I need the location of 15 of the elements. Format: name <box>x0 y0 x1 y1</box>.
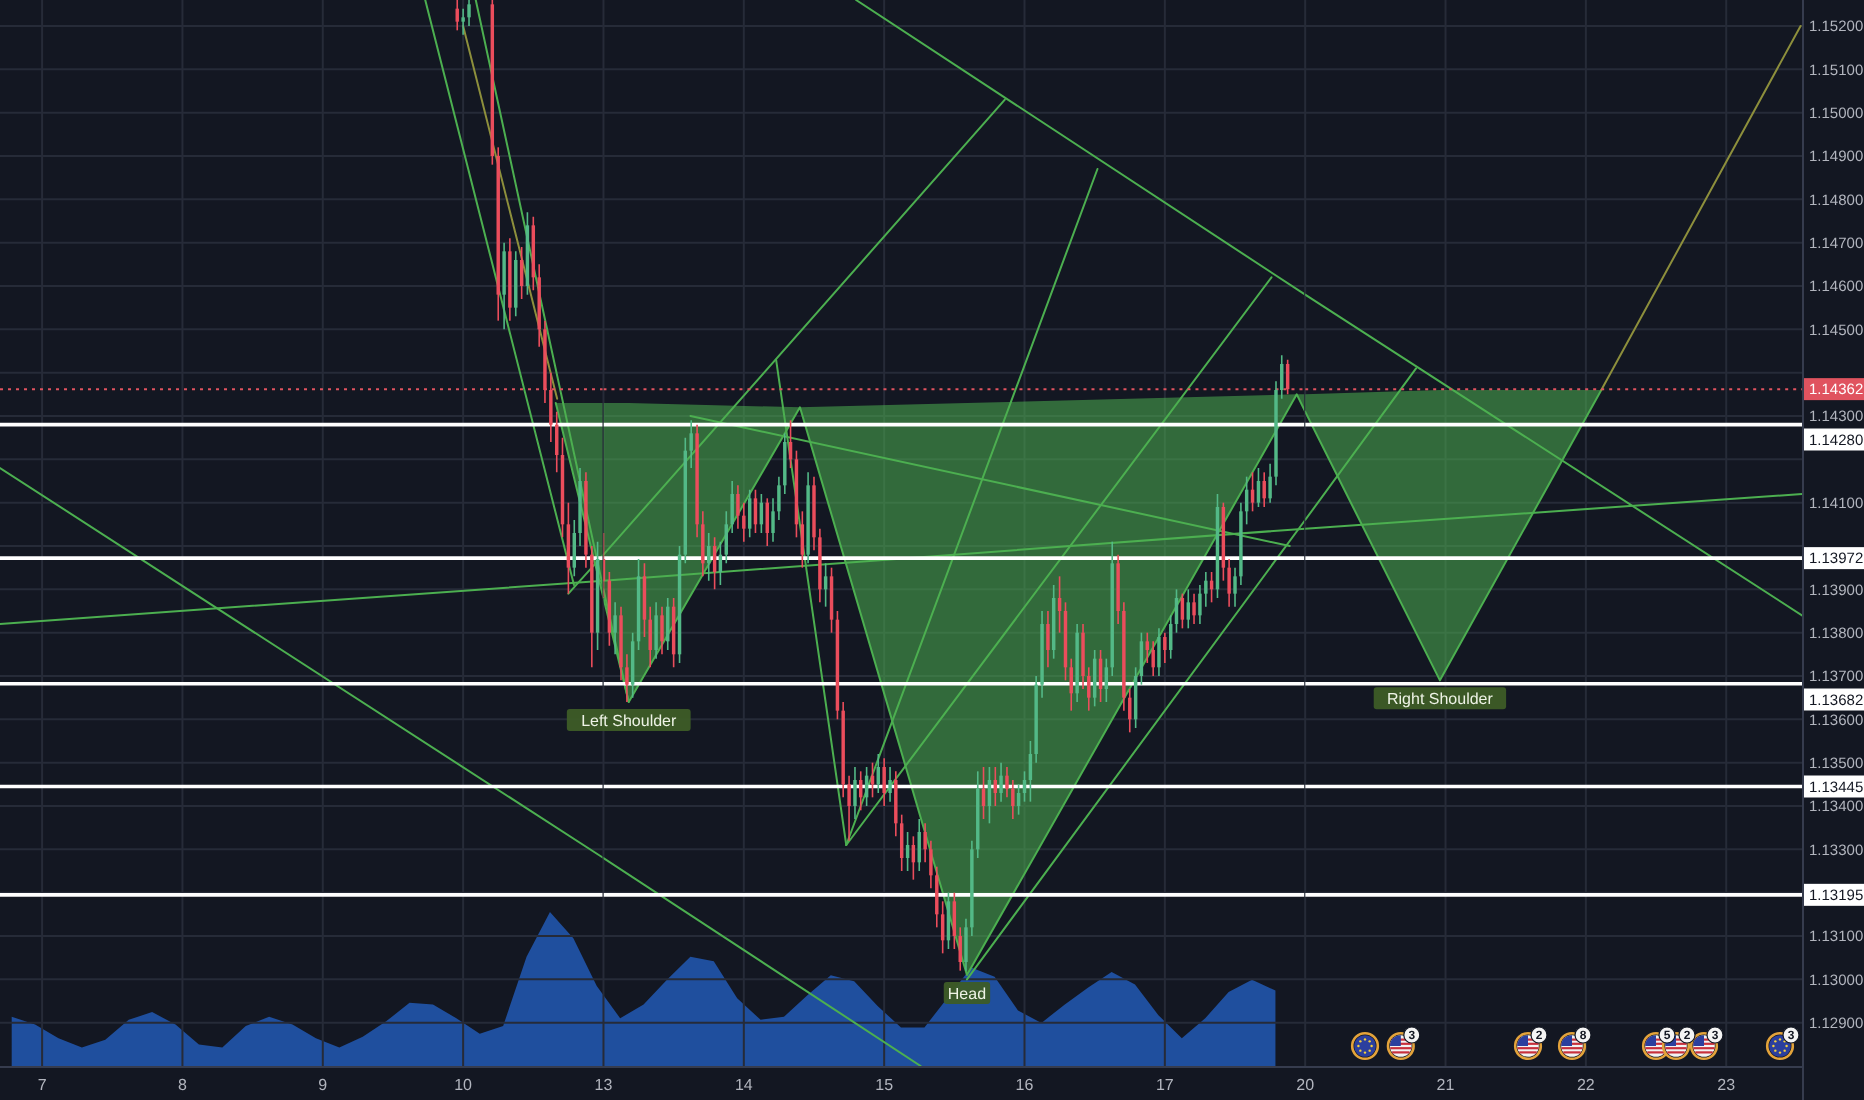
annotation: Left Shoulder <box>581 711 677 730</box>
annotation: Right Shoulder <box>1386 689 1494 708</box>
x-tick-label: 9 <box>318 1075 329 1094</box>
x-tick-label: 13 <box>594 1075 614 1094</box>
x-tick-label: 8 <box>177 1075 188 1094</box>
x-tick-label: 15 <box>875 1075 895 1094</box>
x-tick-label: 23 <box>1717 1075 1737 1094</box>
x-tick-label: 17 <box>1155 1075 1175 1094</box>
x-tick-label: 20 <box>1296 1075 1316 1094</box>
x-tick-label: 10 <box>454 1075 474 1094</box>
x-tick-label: 7 <box>37 1075 48 1094</box>
x-tick-label: 16 <box>1015 1075 1035 1094</box>
x-tick-label: 22 <box>1576 1075 1596 1094</box>
x-tick-label: 14 <box>734 1075 754 1094</box>
x-tick-label: 21 <box>1436 1075 1456 1094</box>
